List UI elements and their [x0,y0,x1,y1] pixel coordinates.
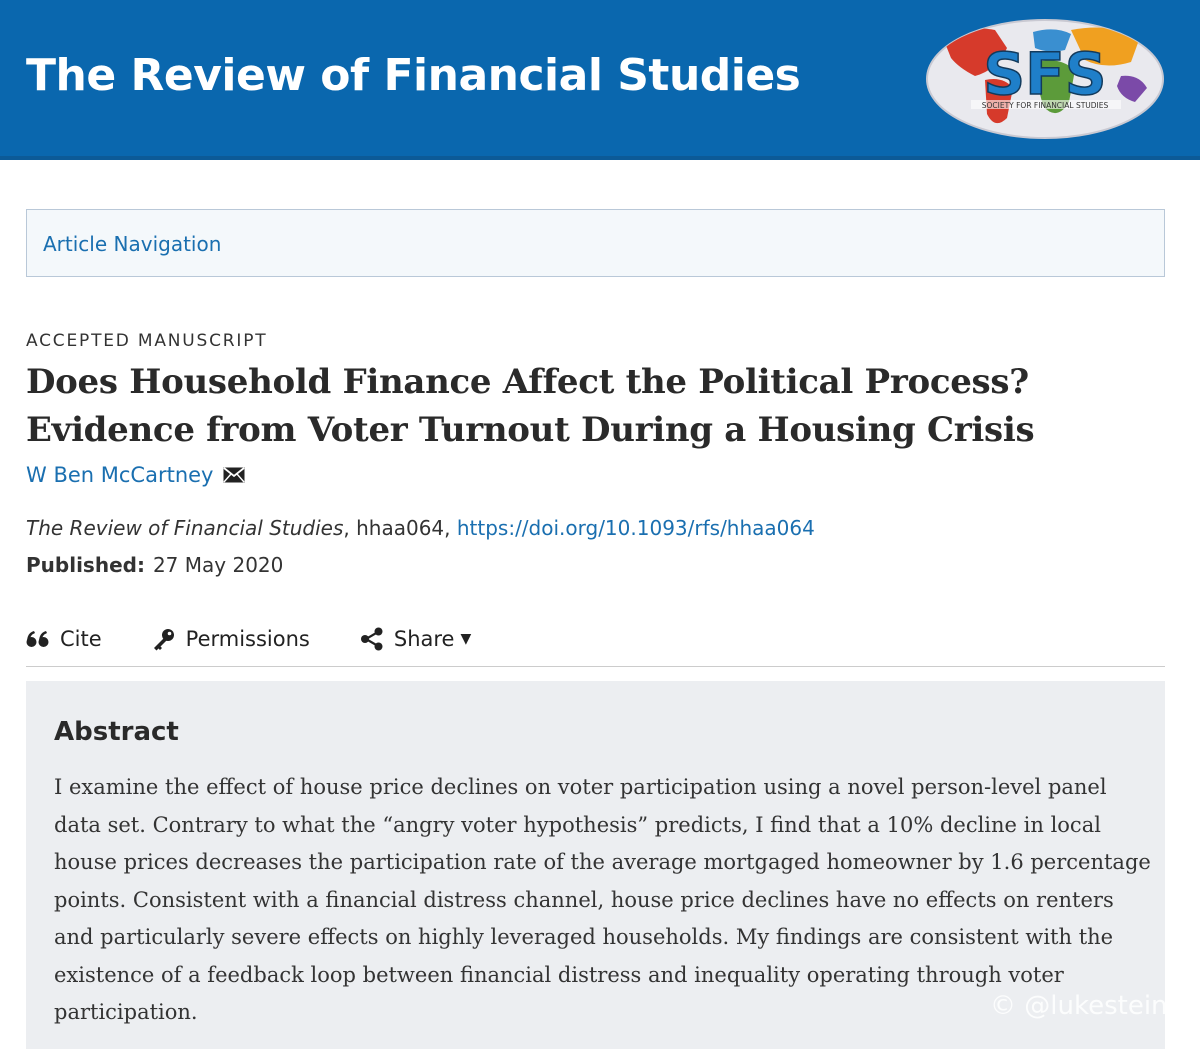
article-type-label: ACCEPTED MANUSCRIPT [26,331,268,351]
citation-line: The Review of Financial Studies, hhaa064… [26,516,815,540]
quote-icon [26,631,49,647]
published-date: 27 May 2020 [152,553,284,577]
citation-article-id: , hhaa064, [343,516,457,540]
share-button[interactable]: Share ▼ [360,627,471,651]
article-navigation-label[interactable]: Article Navigation [43,232,222,256]
permissions-label: Permissions [185,627,310,651]
published-label: Published: [26,553,145,577]
article-navigation[interactable]: Article Navigation [26,209,1165,277]
abstract-text: I examine the effect of house price decl… [54,775,1151,1024]
article-tools: Cite Permissions Share ▼ [26,622,521,656]
journal-title[interactable]: The Review of Financial Studies [26,50,801,101]
key-icon [153,629,174,651]
envelope-icon[interactable] [223,467,246,483]
logo-text: SFS [983,40,1106,108]
published-line: Published: 27 May 2020 [26,553,283,577]
abstract-heading: Abstract [54,717,179,747]
citation-journal: The Review of Financial Studies [26,516,344,540]
sfs-logo[interactable]: SFS SOCIETY FOR FINANCIAL STUDIES [925,18,1165,140]
doi-link[interactable]: https://doi.org/10.1093/rfs/hhaa064 [456,516,815,540]
abstract-section: Abstract I examine the effect of house p… [26,681,1165,1049]
watermark: © @lukestein [990,991,1168,1021]
tools-divider [26,666,1165,667]
share-label: Share [393,627,455,651]
site-header: The Review of Financial Studies SFS SOCI… [0,0,1200,160]
permissions-button[interactable]: Permissions [152,627,310,651]
author-row: W Ben McCartney [26,461,246,489]
cite-button[interactable]: Cite [26,627,102,651]
chevron-down-icon: ▼ [460,631,472,647]
cite-label: Cite [60,627,102,651]
logo-subtext: SOCIETY FOR FINANCIAL STUDIES [982,101,1109,110]
share-icon [360,627,383,651]
author-link[interactable]: W Ben McCartney [26,463,214,487]
article-title: Does Household Finance Affect the Politi… [26,362,1035,450]
